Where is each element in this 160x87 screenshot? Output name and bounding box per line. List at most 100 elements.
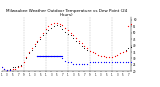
Point xyxy=(111,62,113,63)
Point xyxy=(36,55,39,57)
Point xyxy=(25,57,28,58)
Point xyxy=(88,62,91,63)
Point xyxy=(111,57,113,58)
Point xyxy=(113,55,116,57)
Point xyxy=(100,62,102,63)
Point xyxy=(61,24,64,26)
Point xyxy=(86,48,88,49)
Point xyxy=(44,55,47,57)
Point xyxy=(22,62,25,63)
Point xyxy=(91,51,94,53)
Point xyxy=(44,32,47,33)
Point xyxy=(47,30,50,31)
Point xyxy=(0,67,3,68)
Point xyxy=(39,39,41,40)
Point xyxy=(42,32,44,33)
Point xyxy=(100,55,102,57)
Point xyxy=(25,58,28,59)
Point xyxy=(61,28,64,30)
Point xyxy=(122,51,124,53)
Point xyxy=(53,55,55,57)
Point xyxy=(111,57,113,58)
Point xyxy=(11,68,14,69)
Point xyxy=(50,55,52,57)
Point xyxy=(88,50,91,52)
Point xyxy=(113,55,116,57)
Point xyxy=(58,55,61,57)
Point xyxy=(22,62,25,63)
Point xyxy=(83,63,86,64)
Point xyxy=(20,66,22,67)
Point xyxy=(119,53,121,54)
Point xyxy=(64,60,66,62)
Point xyxy=(47,26,50,27)
Point xyxy=(53,22,55,23)
Point xyxy=(122,51,124,53)
Point xyxy=(116,54,119,55)
Point xyxy=(130,62,132,63)
Point xyxy=(127,48,130,49)
Point xyxy=(67,33,69,35)
Point xyxy=(97,54,99,55)
Point xyxy=(102,62,105,63)
Point xyxy=(78,42,80,44)
Point xyxy=(6,69,8,71)
Point xyxy=(130,23,132,25)
Point xyxy=(102,55,105,57)
Point xyxy=(102,55,105,57)
Point xyxy=(20,64,22,66)
Point xyxy=(69,32,72,33)
Point xyxy=(72,37,75,39)
Point xyxy=(119,62,121,63)
Point xyxy=(56,55,58,57)
Point xyxy=(50,27,52,28)
Point xyxy=(47,55,50,57)
Point xyxy=(14,68,17,69)
Point xyxy=(36,41,39,42)
Point xyxy=(67,30,69,31)
Point xyxy=(97,54,99,55)
Point xyxy=(64,27,66,28)
Point xyxy=(108,62,110,63)
Point xyxy=(36,40,39,41)
Point xyxy=(42,55,44,57)
Point xyxy=(78,40,80,41)
Point xyxy=(91,62,94,63)
Point xyxy=(56,22,58,23)
Point xyxy=(91,51,94,53)
Point xyxy=(80,45,83,46)
Point xyxy=(119,53,121,54)
Point xyxy=(39,36,41,37)
Point xyxy=(124,50,127,52)
Point xyxy=(72,35,75,36)
Point xyxy=(69,35,72,36)
Point xyxy=(127,26,130,27)
Point xyxy=(58,26,61,27)
Point xyxy=(97,62,99,63)
Point xyxy=(9,69,11,71)
Point xyxy=(53,26,55,27)
Point xyxy=(75,40,77,41)
Point xyxy=(3,68,6,69)
Title: Milwaukee Weather Outdoor Temperature vs Dew Point (24 Hours): Milwaukee Weather Outdoor Temperature vs… xyxy=(6,9,127,17)
Point xyxy=(28,51,30,53)
Point xyxy=(6,69,8,71)
Point xyxy=(94,53,97,54)
Point xyxy=(105,57,108,58)
Point xyxy=(94,53,97,54)
Point xyxy=(80,63,83,64)
Point xyxy=(108,57,110,58)
Point xyxy=(56,24,58,26)
Point xyxy=(83,48,86,49)
Point xyxy=(31,48,33,49)
Point xyxy=(17,67,19,68)
Point xyxy=(14,67,17,68)
Point xyxy=(75,63,77,64)
Point xyxy=(9,68,11,69)
Point xyxy=(105,62,108,63)
Point xyxy=(94,62,97,63)
Point xyxy=(58,23,61,25)
Point xyxy=(33,45,36,46)
Point xyxy=(124,49,127,50)
Point xyxy=(9,69,11,71)
